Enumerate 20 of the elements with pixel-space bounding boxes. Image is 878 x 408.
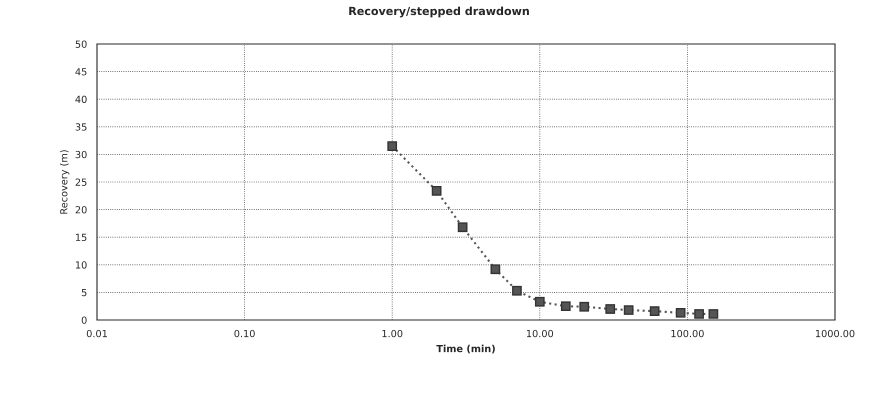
y-tick-label: 30 <box>76 150 87 158</box>
y-tick-label: 10 <box>76 261 87 269</box>
x-tick-label: 100.00 <box>671 330 704 338</box>
y-axis-title: Recovery (m) <box>60 150 70 214</box>
x-tick-label: 10.00 <box>526 330 554 338</box>
x-tick-label: 1.00 <box>382 330 402 338</box>
x-tick-label: 0.01 <box>86 330 107 338</box>
y-tick-label: 5 <box>82 289 86 296</box>
x-axis-title: Time (min) <box>436 344 495 354</box>
y-tick-label: 45 <box>75 68 86 76</box>
y-tick-label: 20 <box>76 206 87 214</box>
x-tick-label: 1000.00 <box>816 330 854 338</box>
chart-title: Recovery/stepped drawdown <box>349 6 529 18</box>
y-tick-label: 35 <box>76 123 86 131</box>
x-tick-label: 0.10 <box>234 330 255 338</box>
y-tick-label: 0 <box>82 316 87 324</box>
y-tick-label: 50 <box>76 40 87 48</box>
y-tick-label: 15 <box>76 234 86 242</box>
y-tick-label: 40 <box>75 96 87 104</box>
y-tick-label: 25 <box>76 178 86 186</box>
